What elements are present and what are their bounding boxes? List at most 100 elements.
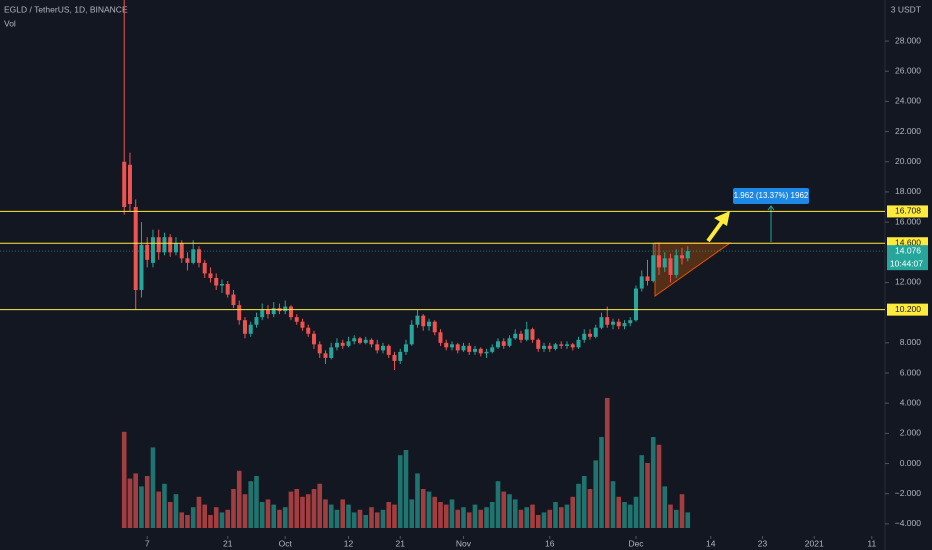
- candle-body: [191, 249, 196, 263]
- candle-body: [668, 258, 673, 275]
- volume-bar: [190, 507, 196, 528]
- measure-arrow: [767, 205, 775, 211]
- y-tick-label: 28.000: [895, 35, 921, 45]
- volume-bar: [455, 509, 461, 528]
- volume-bar: [282, 507, 288, 528]
- candle-body: [490, 347, 495, 352]
- y-tick-label: 0.000: [900, 458, 922, 468]
- candle-body: [265, 309, 270, 315]
- volume-bar: [558, 507, 564, 528]
- candle-body: [231, 294, 236, 306]
- level-box: [887, 303, 928, 316]
- y-tick-label: −4.000: [895, 518, 922, 528]
- volume-bar: [501, 491, 507, 528]
- candle-body: [547, 345, 552, 349]
- x-tick-label: Oct: [279, 538, 293, 548]
- candle-body: [380, 345, 385, 351]
- volume-bar: [236, 470, 242, 528]
- candle-body: [392, 354, 397, 361]
- chart-title: EGLD / TetherUS, 1D, BINANCE: [4, 4, 128, 14]
- candle-body: [513, 333, 518, 339]
- volume-bar: [599, 437, 604, 528]
- candle-body: [421, 315, 426, 327]
- candle-body: [501, 341, 506, 346]
- volume-bar: [645, 463, 650, 528]
- volume-bar: [369, 507, 374, 528]
- candle-body: [507, 338, 512, 346]
- level-label: 14.600: [895, 237, 921, 247]
- candle-body: [662, 258, 667, 268]
- candle-body: [432, 321, 437, 333]
- y-tick-label: 22.000: [895, 126, 921, 136]
- candle-body: [426, 321, 431, 327]
- candle-body: [495, 341, 500, 348]
- volume-bar: [656, 444, 662, 528]
- volume-bar: [121, 431, 127, 528]
- candle-body: [651, 255, 656, 281]
- candle-body: [334, 342, 339, 348]
- x-tick-label: 16: [545, 538, 555, 548]
- level-label: 10.200: [895, 304, 921, 314]
- candle-body: [219, 283, 224, 286]
- candle-body: [346, 341, 351, 346]
- volume-bar: [541, 512, 547, 528]
- candle-body: [242, 320, 247, 334]
- volume-bar: [472, 504, 478, 528]
- x-tick-label: 21: [395, 538, 405, 548]
- candle-body: [202, 262, 207, 274]
- candle-body: [283, 306, 288, 312]
- volume-bar: [593, 460, 599, 528]
- x-tick-label: Dec: [628, 538, 644, 548]
- volume-bar: [438, 502, 443, 528]
- volume-bar: [133, 473, 139, 528]
- candle-body: [484, 351, 489, 354]
- countdown-label: 10:44:07: [890, 258, 923, 268]
- candle-body: [150, 237, 155, 263]
- x-tick-label: 2021: [805, 538, 824, 548]
- candle-body: [323, 353, 328, 358]
- candle-body: [639, 276, 644, 289]
- volume-bar: [265, 499, 271, 528]
- candle-body: [455, 344, 460, 351]
- volume-bar: [570, 496, 576, 528]
- volume-bar: [167, 502, 173, 528]
- y-tick-label: 12.000: [895, 277, 921, 287]
- candle-body: [271, 308, 276, 315]
- volume-bar: [610, 481, 616, 528]
- candle-body: [415, 315, 420, 325]
- volume-bar: [518, 509, 524, 528]
- candle-body: [317, 344, 322, 354]
- volume-bar: [213, 507, 219, 528]
- volume-bar: [202, 504, 208, 528]
- candle-body: [680, 255, 685, 259]
- volume-bar: [432, 496, 438, 528]
- candle-body: [645, 276, 650, 281]
- candle-body: [616, 321, 621, 327]
- candle-body: [582, 333, 587, 340]
- candle-body: [375, 344, 380, 351]
- volume-bar: [627, 504, 633, 528]
- volume-bar: [139, 486, 144, 528]
- candle-body: [122, 161, 127, 208]
- candle-body: [369, 339, 374, 345]
- candle-body: [363, 339, 368, 343]
- volume-bar: [328, 504, 334, 528]
- volume-bar: [386, 502, 392, 528]
- candle-body: [306, 327, 311, 334]
- volume-bar: [662, 486, 668, 528]
- volume-bar: [300, 496, 305, 528]
- volume-bar: [185, 515, 190, 528]
- candle-body: [685, 251, 690, 259]
- x-tick-label: 23: [758, 538, 768, 548]
- volume-bar: [403, 450, 409, 528]
- candle-body: [403, 344, 408, 352]
- volume-bar: [357, 509, 363, 528]
- candle-body: [657, 255, 662, 268]
- candle-body: [438, 332, 443, 343]
- volume-bar: [219, 512, 225, 528]
- level-box: [887, 205, 928, 218]
- x-tick-label: Nov: [456, 538, 472, 548]
- volume-bar: [196, 496, 202, 528]
- x-tick-label: 21: [223, 538, 233, 548]
- volume-bar: [524, 507, 530, 528]
